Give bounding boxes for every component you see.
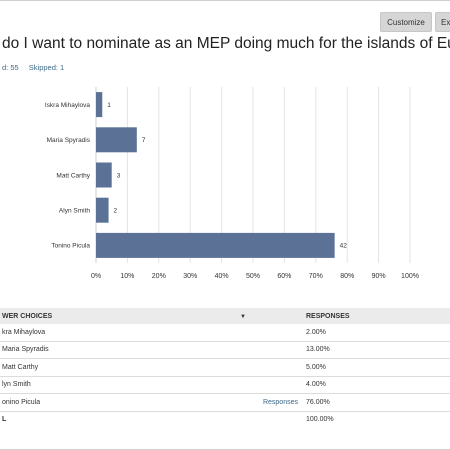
table-row: Maria Spyradis 13.00%: [0, 341, 450, 359]
total-row: L 100.00%: [0, 411, 450, 428]
total-percent: 100.00%: [306, 416, 334, 424]
category-label: Tonino Picula: [51, 243, 90, 250]
x-tick-label: 50%: [246, 273, 260, 280]
category-label: Matt Carthy: [56, 172, 90, 179]
responses-link[interactable]: [240, 324, 302, 342]
category-label: Iskra Mihaylova: [45, 102, 91, 109]
x-tick-label: 90%: [372, 273, 386, 280]
responses-link[interactable]: [240, 358, 302, 377]
sort-control[interactable]: ▼: [240, 308, 302, 324]
skipped-count: Skipped: 1: [28, 63, 65, 72]
total-spacer: [240, 411, 302, 428]
choice-label: Matt Carthy: [0, 358, 240, 377]
x-tick-label: 30%: [183, 273, 197, 280]
question-title: do I want to nominate as an MEP doing mu…: [2, 35, 450, 52]
x-tick-label: 80%: [340, 273, 354, 280]
export-button[interactable]: Ex: [435, 12, 450, 32]
table-header-row: WER CHOICES ▼ RESPONSES: [0, 308, 450, 324]
x-tick-label: 20%: [152, 273, 166, 280]
bar: [96, 162, 112, 188]
bar-value-label: 2: [114, 208, 118, 215]
responses-table: WER CHOICES ▼ RESPONSES kra Mihaylova 2.…: [0, 308, 450, 428]
category-label: Maria Spyradis: [47, 137, 91, 144]
table-row: kra Mihaylova 2.00%: [0, 324, 450, 342]
table-row: Matt Carthy 5.00%: [0, 358, 450, 377]
response-percent: 4.00%: [302, 376, 450, 394]
bar: [96, 127, 137, 153]
table-row: onino Picula Responses 76.00%: [0, 393, 450, 412]
bar-value-label: 3: [117, 172, 121, 179]
total-label: L: [2, 416, 7, 424]
bar-chart: 0% 10% 20% 30% 40% 50% 60% 70% 80% 90% 100% Iskra M…: [45, 87, 419, 280]
x-tick-label: 0%: [91, 273, 101, 280]
bar: [96, 92, 103, 118]
answered-count: d: 55: [2, 63, 19, 72]
x-tick-label: 60%: [277, 273, 291, 280]
responses-link[interactable]: [240, 376, 302, 394]
caret-down-icon[interactable]: ▼: [240, 313, 246, 320]
x-tick-label: 10%: [120, 273, 134, 280]
choice-label: lyn Smith: [0, 376, 240, 394]
x-tick-label: 100%: [401, 273, 419, 280]
choice-label: Maria Spyradis: [0, 341, 240, 359]
response-percent: 76.00%: [302, 393, 450, 412]
responses-header[interactable]: RESPONSES: [302, 308, 450, 324]
responses-link[interactable]: [240, 341, 302, 359]
response-stats: d: 55 Skipped: 1: [2, 63, 72, 72]
category-label: Alyn Smith: [59, 208, 90, 215]
x-tick-label: 70%: [309, 273, 323, 280]
table-row: lyn Smith 4.00%: [0, 376, 450, 394]
bar-value-label: 1: [107, 102, 111, 109]
responses-link[interactable]: Responses: [240, 393, 302, 412]
choices-header[interactable]: WER CHOICES: [0, 308, 240, 324]
response-percent: 2.00%: [302, 324, 450, 342]
bar: [96, 197, 109, 223]
choice-label: onino Picula: [0, 393, 240, 412]
choice-label: kra Mihaylova: [0, 324, 240, 342]
customize-button[interactable]: Customize: [380, 12, 432, 32]
x-tick-label: 40%: [215, 273, 229, 280]
bar: [96, 232, 335, 258]
response-percent: 13.00%: [302, 341, 450, 359]
bar-value-label: 7: [142, 137, 146, 144]
response-percent: 5.00%: [302, 358, 450, 377]
bar-value-label: 42: [340, 243, 348, 250]
